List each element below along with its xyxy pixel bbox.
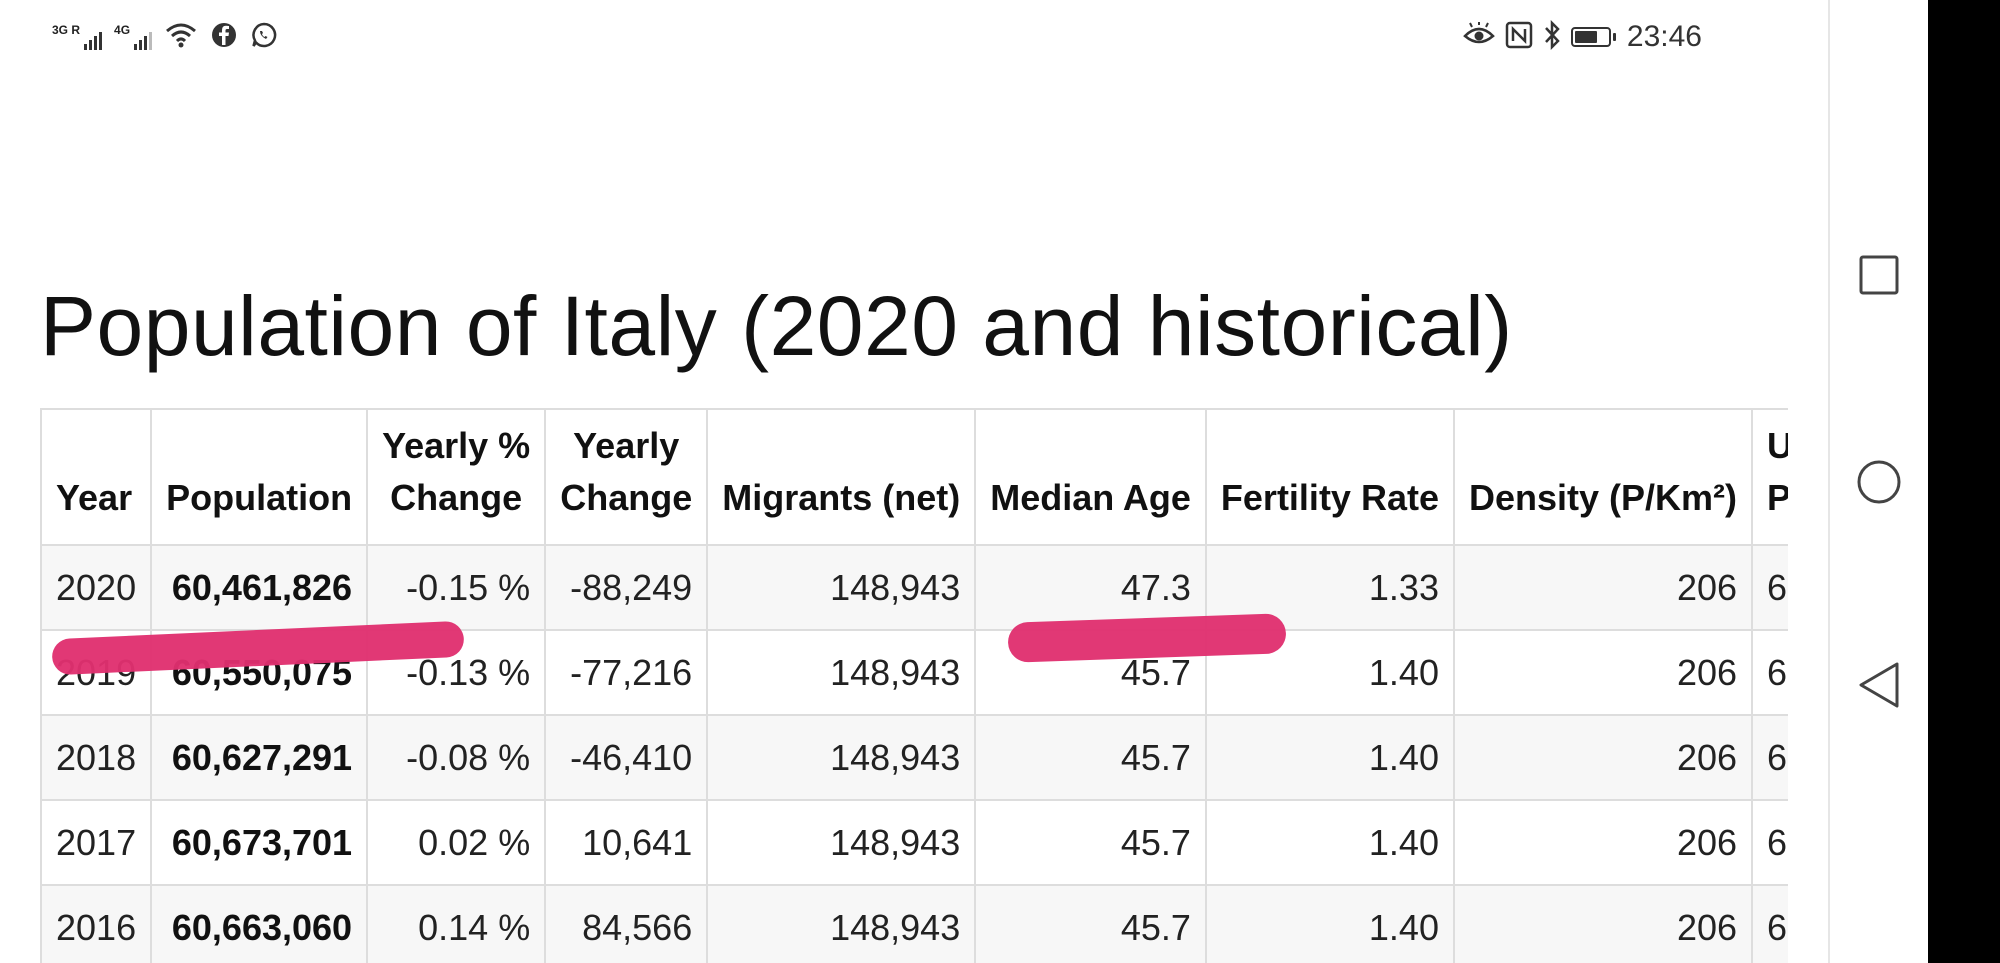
column-header-yearly-change[interactable]: Yearly Change bbox=[544, 408, 709, 546]
cell-migrants: 148,943 bbox=[706, 714, 977, 801]
cell-fertility-rate: 1.40 bbox=[1204, 629, 1455, 716]
cell-fertility-rate: 1.40 bbox=[1204, 884, 1455, 963]
column-header-fertility-rate[interactable]: Fertility Rate bbox=[1204, 408, 1455, 546]
cell-population: 60,627,291 bbox=[150, 714, 369, 801]
cell-density: 206 bbox=[1452, 799, 1754, 886]
cell-fertility-rate: 1.40 bbox=[1204, 799, 1455, 886]
cell-year: 2017 bbox=[40, 799, 153, 886]
cell-median-age: 45.7 bbox=[974, 799, 1207, 886]
status-time: 23:46 bbox=[1626, 20, 1702, 53]
header-label: Change bbox=[390, 477, 523, 518]
header-label: P bbox=[1767, 477, 1788, 518]
header-label: Population bbox=[166, 477, 353, 518]
navigation-bar bbox=[1830, 0, 1928, 963]
whatsapp-icon bbox=[250, 21, 278, 54]
triangle-back-icon bbox=[1859, 662, 1899, 708]
bluetooth-icon bbox=[1543, 19, 1561, 55]
header-label: Yearly % bbox=[382, 425, 531, 466]
cell-next: 6 bbox=[1751, 629, 1788, 716]
cell-yearly-change: -77,216 bbox=[544, 629, 709, 716]
cell-density: 206 bbox=[1452, 884, 1754, 963]
header-label: U bbox=[1767, 425, 1788, 466]
cell-population: 60,663,060 bbox=[150, 884, 369, 963]
population-table: Year Population Yearly % Change Yearly Cha… bbox=[40, 408, 1788, 963]
header-label: Migrants (net) bbox=[722, 477, 961, 518]
cell-density: 206 bbox=[1452, 714, 1754, 801]
cell-year: 2018 bbox=[40, 714, 153, 801]
circle-icon bbox=[1857, 460, 1901, 504]
cell-median-age: 45.7 bbox=[974, 714, 1207, 801]
screen-edge bbox=[1928, 0, 2000, 963]
cell-fertility-rate: 1.40 bbox=[1204, 714, 1455, 801]
table-row: 2016 60,663,060 0.14 % 84,566 148,943 45… bbox=[40, 884, 1788, 963]
cell-yearly-change: -46,410 bbox=[544, 714, 709, 801]
column-header-population[interactable]: Population bbox=[150, 408, 369, 546]
cell-yearly-percent-change: 0.02 % bbox=[366, 799, 547, 886]
header-label: Density (P/Km²) bbox=[1468, 477, 1738, 518]
cell-migrants: 148,943 bbox=[706, 629, 977, 716]
status-bar-left: 3G R 4G bbox=[52, 20, 278, 54]
header-label: Year bbox=[56, 477, 133, 518]
cell-yearly-percent-change: -0.15 % bbox=[366, 544, 547, 631]
cell-year: 2016 bbox=[40, 884, 153, 963]
header-label: Yearly bbox=[573, 425, 680, 466]
cell-yearly-percent-change: -0.08 % bbox=[366, 714, 547, 801]
square-icon bbox=[1859, 255, 1899, 295]
home-button[interactable] bbox=[1854, 457, 1904, 507]
cell-next: 6 bbox=[1751, 884, 1788, 963]
cell-migrants: 148,943 bbox=[706, 799, 977, 886]
table-row: 2019 60,550,075 -0.13 % -77,216 148,943 … bbox=[40, 629, 1788, 716]
cell-population: 60,461,826 bbox=[150, 544, 369, 631]
column-header-median-age[interactable]: Median Age bbox=[974, 408, 1207, 546]
table-row: 2017 60,673,701 0.02 % 10,641 148,943 45… bbox=[40, 799, 1788, 886]
column-header-migrants[interactable]: Migrants (net) bbox=[706, 408, 977, 546]
page-title: Population of Italy (2020 and historical… bbox=[40, 279, 1513, 373]
header-label: Fertility Rate bbox=[1220, 477, 1439, 518]
column-header-density[interactable]: Density (P/Km²) bbox=[1452, 408, 1754, 546]
cell-density: 206 bbox=[1452, 629, 1754, 716]
cell-migrants: 148,943 bbox=[706, 544, 977, 631]
cell-median-age: 45.7 bbox=[974, 884, 1207, 963]
signal-icon: 3G R bbox=[52, 23, 103, 50]
wifi-icon bbox=[164, 21, 198, 54]
cell-year: 2020 bbox=[40, 544, 153, 631]
cell-population: 60,673,701 bbox=[150, 799, 369, 886]
signal-label: 4G bbox=[114, 23, 131, 37]
cell-yearly-percent-change: 0.14 % bbox=[366, 884, 547, 963]
header-label: Change bbox=[560, 477, 693, 518]
cell-yearly-change: -88,249 bbox=[544, 544, 709, 631]
battery-icon bbox=[1570, 27, 1616, 47]
table-row: 2020 60,461,826 -0.15 % -88,249 148,943 … bbox=[40, 544, 1788, 631]
population-table-viewport[interactable]: Year Population Yearly % Change Yearly Cha… bbox=[40, 408, 1788, 963]
back-button[interactable] bbox=[1854, 660, 1904, 710]
nav-divider bbox=[1828, 0, 1830, 963]
nfc-icon bbox=[1505, 21, 1533, 54]
cell-yearly-change: 84,566 bbox=[544, 884, 709, 963]
table-row: 2018 60,627,291 -0.08 % -46,410 148,943 … bbox=[40, 714, 1788, 801]
status-bar-right: 23:46 bbox=[1463, 18, 1702, 56]
cell-fertility-rate: 1.33 bbox=[1204, 544, 1455, 631]
signal-label: 3G R bbox=[52, 23, 81, 37]
column-header-yearly-percent-change[interactable]: Yearly % Change bbox=[366, 408, 547, 546]
cell-density: 206 bbox=[1452, 544, 1754, 631]
signal-icon: 4G bbox=[114, 23, 153, 50]
cell-next: 6 bbox=[1751, 544, 1788, 631]
cell-next: 6 bbox=[1751, 799, 1788, 886]
recents-button[interactable] bbox=[1854, 250, 1904, 300]
facebook-icon bbox=[210, 21, 238, 54]
column-header-year[interactable]: Year bbox=[40, 408, 153, 546]
cell-migrants: 148,943 bbox=[706, 884, 977, 963]
header-label: Median Age bbox=[990, 477, 1191, 518]
cell-yearly-change: 10,641 bbox=[544, 799, 709, 886]
table-header-row: Year Population Yearly % Change Yearly Cha… bbox=[40, 408, 1788, 546]
cell-next: 6 bbox=[1751, 714, 1788, 801]
eye-comfort-icon bbox=[1463, 21, 1495, 53]
